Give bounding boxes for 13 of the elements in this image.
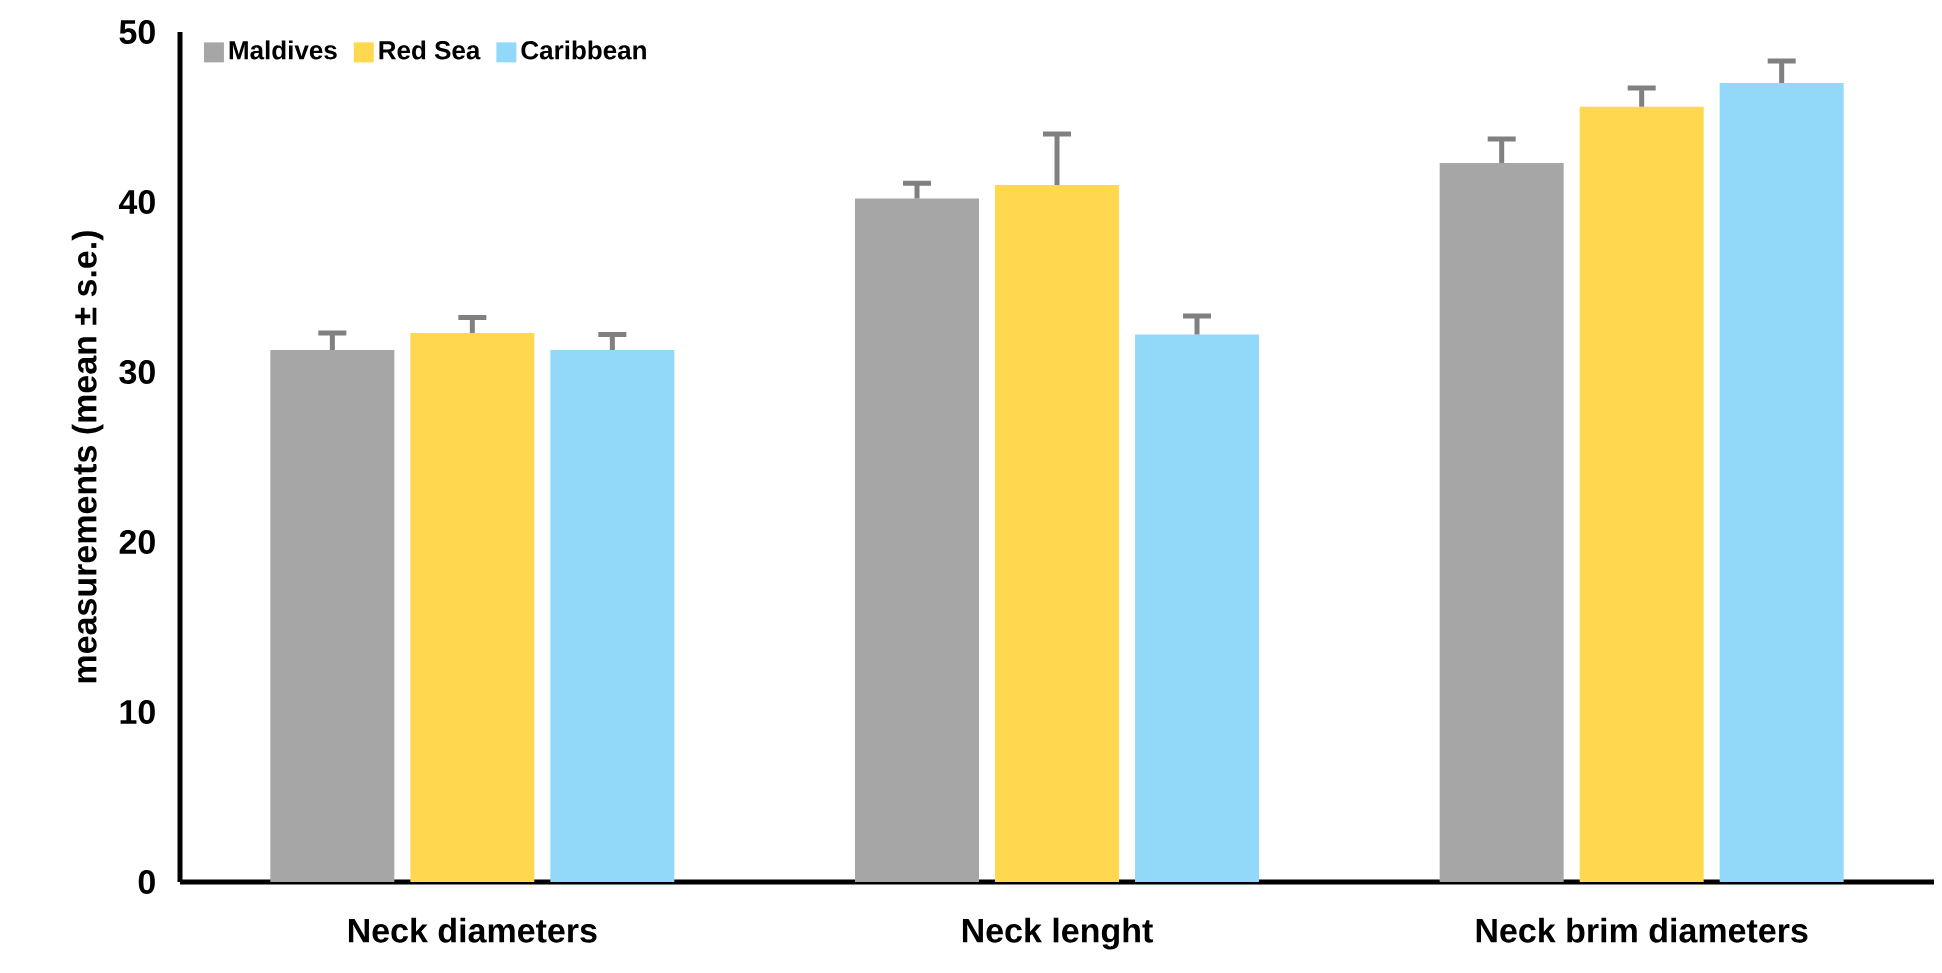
- legend-label: Maldives: [229, 40, 337, 60]
- x-tick-label: Neck lenght: [962, 917, 1153, 950]
- x-tick-label: Neck diameters: [348, 917, 597, 943]
- x-tick-label: Neck brim diameters: [1476, 917, 1808, 943]
- y-tick-label: 0: [138, 869, 155, 895]
- y-tick-label: 40: [118, 189, 155, 215]
- y-axis-title: measurements (mean ± s.e.): [71, 231, 104, 683]
- y-tick-label: 30: [119, 359, 155, 385]
- legend-label: Red Sea: [379, 40, 481, 60]
- legend-label: Caribbean: [521, 40, 646, 60]
- y-tick-label: 50: [119, 19, 155, 45]
- y-tick-label: 10: [120, 699, 155, 725]
- y-tick-label: 20: [119, 529, 155, 555]
